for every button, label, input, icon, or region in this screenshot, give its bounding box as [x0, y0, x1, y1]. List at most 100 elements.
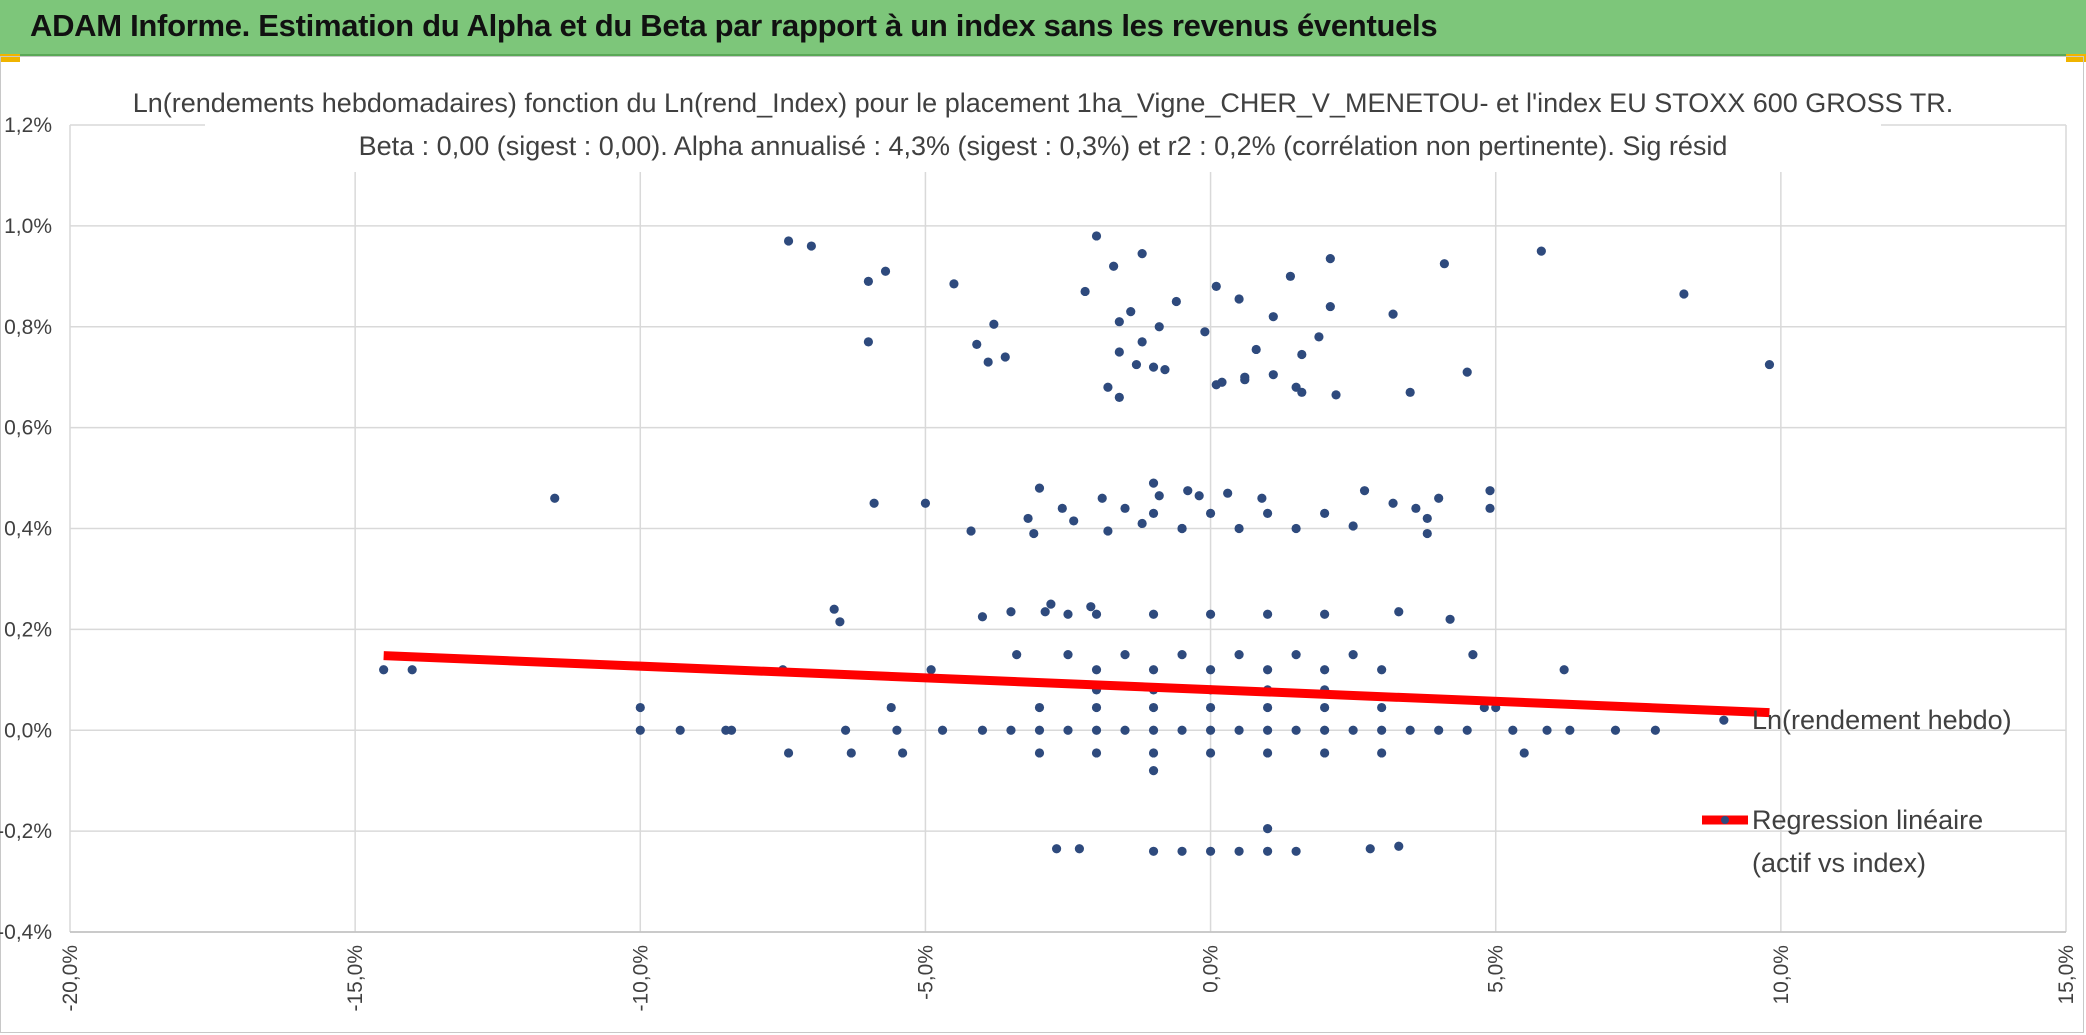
- x-tick-label: -10,0%: [629, 945, 652, 1012]
- y-tick-label: 0,0%: [4, 719, 52, 742]
- data-point: [1177, 523, 1187, 534]
- data-point: [966, 526, 976, 536]
- data-point: [1263, 748, 1273, 758]
- data-point: [1154, 322, 1164, 332]
- data-point: [1137, 337, 1147, 347]
- legend-regression-label-1: Regression linéaire: [1752, 805, 1983, 835]
- data-point: [1148, 702, 1159, 713]
- data-point: [1348, 649, 1358, 660]
- data-point: [1200, 327, 1210, 337]
- data-point: [1205, 609, 1216, 619]
- data-point: [1148, 478, 1159, 488]
- data-point: [835, 617, 845, 627]
- chart-title: Ln(rendements hebdomadaires) fonction du…: [132, 88, 1954, 118]
- data-point: [1205, 725, 1216, 735]
- data-point: [675, 725, 685, 735]
- data-point: [1205, 702, 1216, 713]
- data-point: [1091, 748, 1102, 758]
- data-point: [635, 702, 645, 713]
- data-point: [1291, 846, 1301, 856]
- data-point: [1177, 725, 1187, 735]
- data-point: [1086, 602, 1096, 612]
- data-point: [1063, 649, 1073, 660]
- data-point: [1325, 254, 1335, 264]
- x-tick-label: -15,0%: [344, 945, 367, 1012]
- data-point: [1297, 387, 1307, 397]
- legend-regression-label-2: (actif vs index): [1752, 848, 1926, 878]
- data-point: [1000, 352, 1010, 362]
- data-point: [1148, 665, 1159, 675]
- data-point: [1422, 528, 1432, 539]
- legend-series-label: Ln(rendement hebdo): [1752, 705, 2012, 735]
- header-banner: ADAM Informe. Estimation du Alpha et du …: [0, 0, 2086, 56]
- data-point: [1405, 725, 1415, 735]
- data-point: [1610, 725, 1621, 735]
- data-point: [1263, 665, 1273, 675]
- data-point: [1034, 748, 1045, 758]
- data-point: [1268, 370, 1278, 380]
- data-point: [1291, 523, 1301, 534]
- data-point: [1411, 503, 1421, 513]
- data-point: [1394, 841, 1404, 851]
- chart-subtitle: Beta : 0,00 (sigest : 0,00). Alpha annua…: [358, 131, 1728, 161]
- data-point: [1263, 702, 1273, 713]
- data-point: [1148, 748, 1159, 758]
- data-point: [989, 319, 999, 329]
- data-point: [1194, 491, 1204, 501]
- data-point: [1320, 725, 1330, 735]
- legend-regression-marker: [1721, 816, 1729, 824]
- data-point: [1320, 665, 1330, 675]
- data-point: [1097, 493, 1107, 503]
- data-point: [1314, 332, 1324, 342]
- data-point: [1422, 513, 1432, 524]
- data-point: [1069, 516, 1079, 526]
- data-point: [1063, 725, 1073, 735]
- data-point: [1091, 665, 1102, 675]
- data-point: [1565, 725, 1575, 735]
- data-point: [1331, 390, 1341, 400]
- data-point: [1485, 486, 1495, 496]
- data-point: [1291, 649, 1301, 660]
- data-point: [1109, 261, 1119, 271]
- data-point: [863, 337, 874, 347]
- data-point: [1006, 725, 1016, 735]
- data-point: [1154, 491, 1164, 501]
- data-point: [1263, 508, 1273, 518]
- data-point: [1394, 607, 1404, 617]
- data-point: [937, 725, 948, 735]
- data-point: [869, 498, 879, 508]
- data-point: [1205, 508, 1216, 518]
- data-point: [1519, 748, 1529, 758]
- data-point: [1205, 748, 1216, 758]
- data-point: [1120, 649, 1130, 660]
- data-point: [1091, 725, 1102, 735]
- data-point: [1234, 294, 1244, 304]
- data-point: [1536, 246, 1546, 256]
- data-point: [880, 266, 891, 276]
- data-point: [1120, 725, 1130, 735]
- data-point: [1263, 846, 1273, 856]
- data-point: [1234, 725, 1244, 735]
- data-point: [1764, 359, 1775, 370]
- data-point: [1405, 387, 1415, 397]
- data-point: [1263, 824, 1273, 834]
- data-point: [1297, 349, 1307, 360]
- data-point: [1257, 493, 1267, 503]
- x-tick-label: -20,0%: [59, 945, 82, 1012]
- data-point: [1131, 359, 1142, 370]
- data-point: [726, 725, 737, 735]
- data-point: [1377, 665, 1387, 675]
- data-point: [1046, 599, 1056, 609]
- data-point: [1029, 528, 1039, 539]
- data-point: [1137, 518, 1147, 529]
- data-point: [829, 604, 839, 614]
- y-tick-label: -0,4%: [0, 921, 52, 944]
- data-point: [1034, 483, 1045, 493]
- data-point: [1063, 609, 1073, 619]
- data-point: [863, 276, 874, 286]
- data-point: [1114, 317, 1124, 327]
- chart-title-background: [205, 84, 1881, 172]
- data-point: [1234, 846, 1244, 856]
- data-point: [1462, 367, 1472, 377]
- data-point: [1320, 748, 1330, 758]
